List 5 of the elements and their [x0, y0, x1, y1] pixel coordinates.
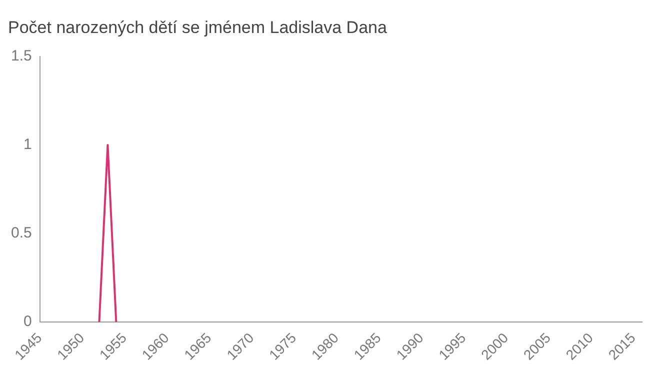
chart-title: Počet narozených dětí se jménem Ladislava Dana: [8, 18, 388, 37]
y-tick-label: 0: [24, 313, 32, 330]
y-tick-label: 1.5: [10, 48, 32, 65]
y-tick-label: 1: [24, 136, 32, 154]
y-tick-label: 0.5: [10, 224, 32, 242]
